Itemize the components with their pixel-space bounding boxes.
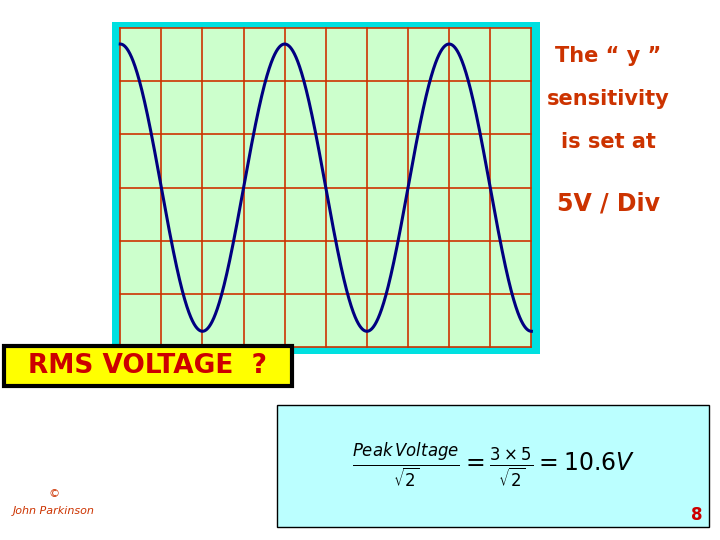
Bar xyxy=(4,346,292,386)
Text: is set at: is set at xyxy=(561,132,656,152)
Text: RMS VOLTAGE  ?: RMS VOLTAGE ? xyxy=(28,353,267,379)
Text: 8: 8 xyxy=(690,506,702,524)
Text: $\frac{\mathit{Peak\,Voltage}}{\sqrt{2}} = \frac{3 \times 5}{\sqrt{2}} =\mathit{: $\frac{\mathit{Peak\,Voltage}}{\sqrt{2}}… xyxy=(351,442,635,490)
Text: The “ y ”: The “ y ” xyxy=(555,46,662,66)
Bar xyxy=(277,405,709,526)
Text: John Parkinson: John Parkinson xyxy=(13,505,95,516)
Text: ©: © xyxy=(48,489,60,500)
Bar xyxy=(112,22,540,354)
Text: sensitivity: sensitivity xyxy=(547,89,670,109)
Text: 5V / Div: 5V / Div xyxy=(557,192,660,215)
Bar xyxy=(120,28,531,347)
